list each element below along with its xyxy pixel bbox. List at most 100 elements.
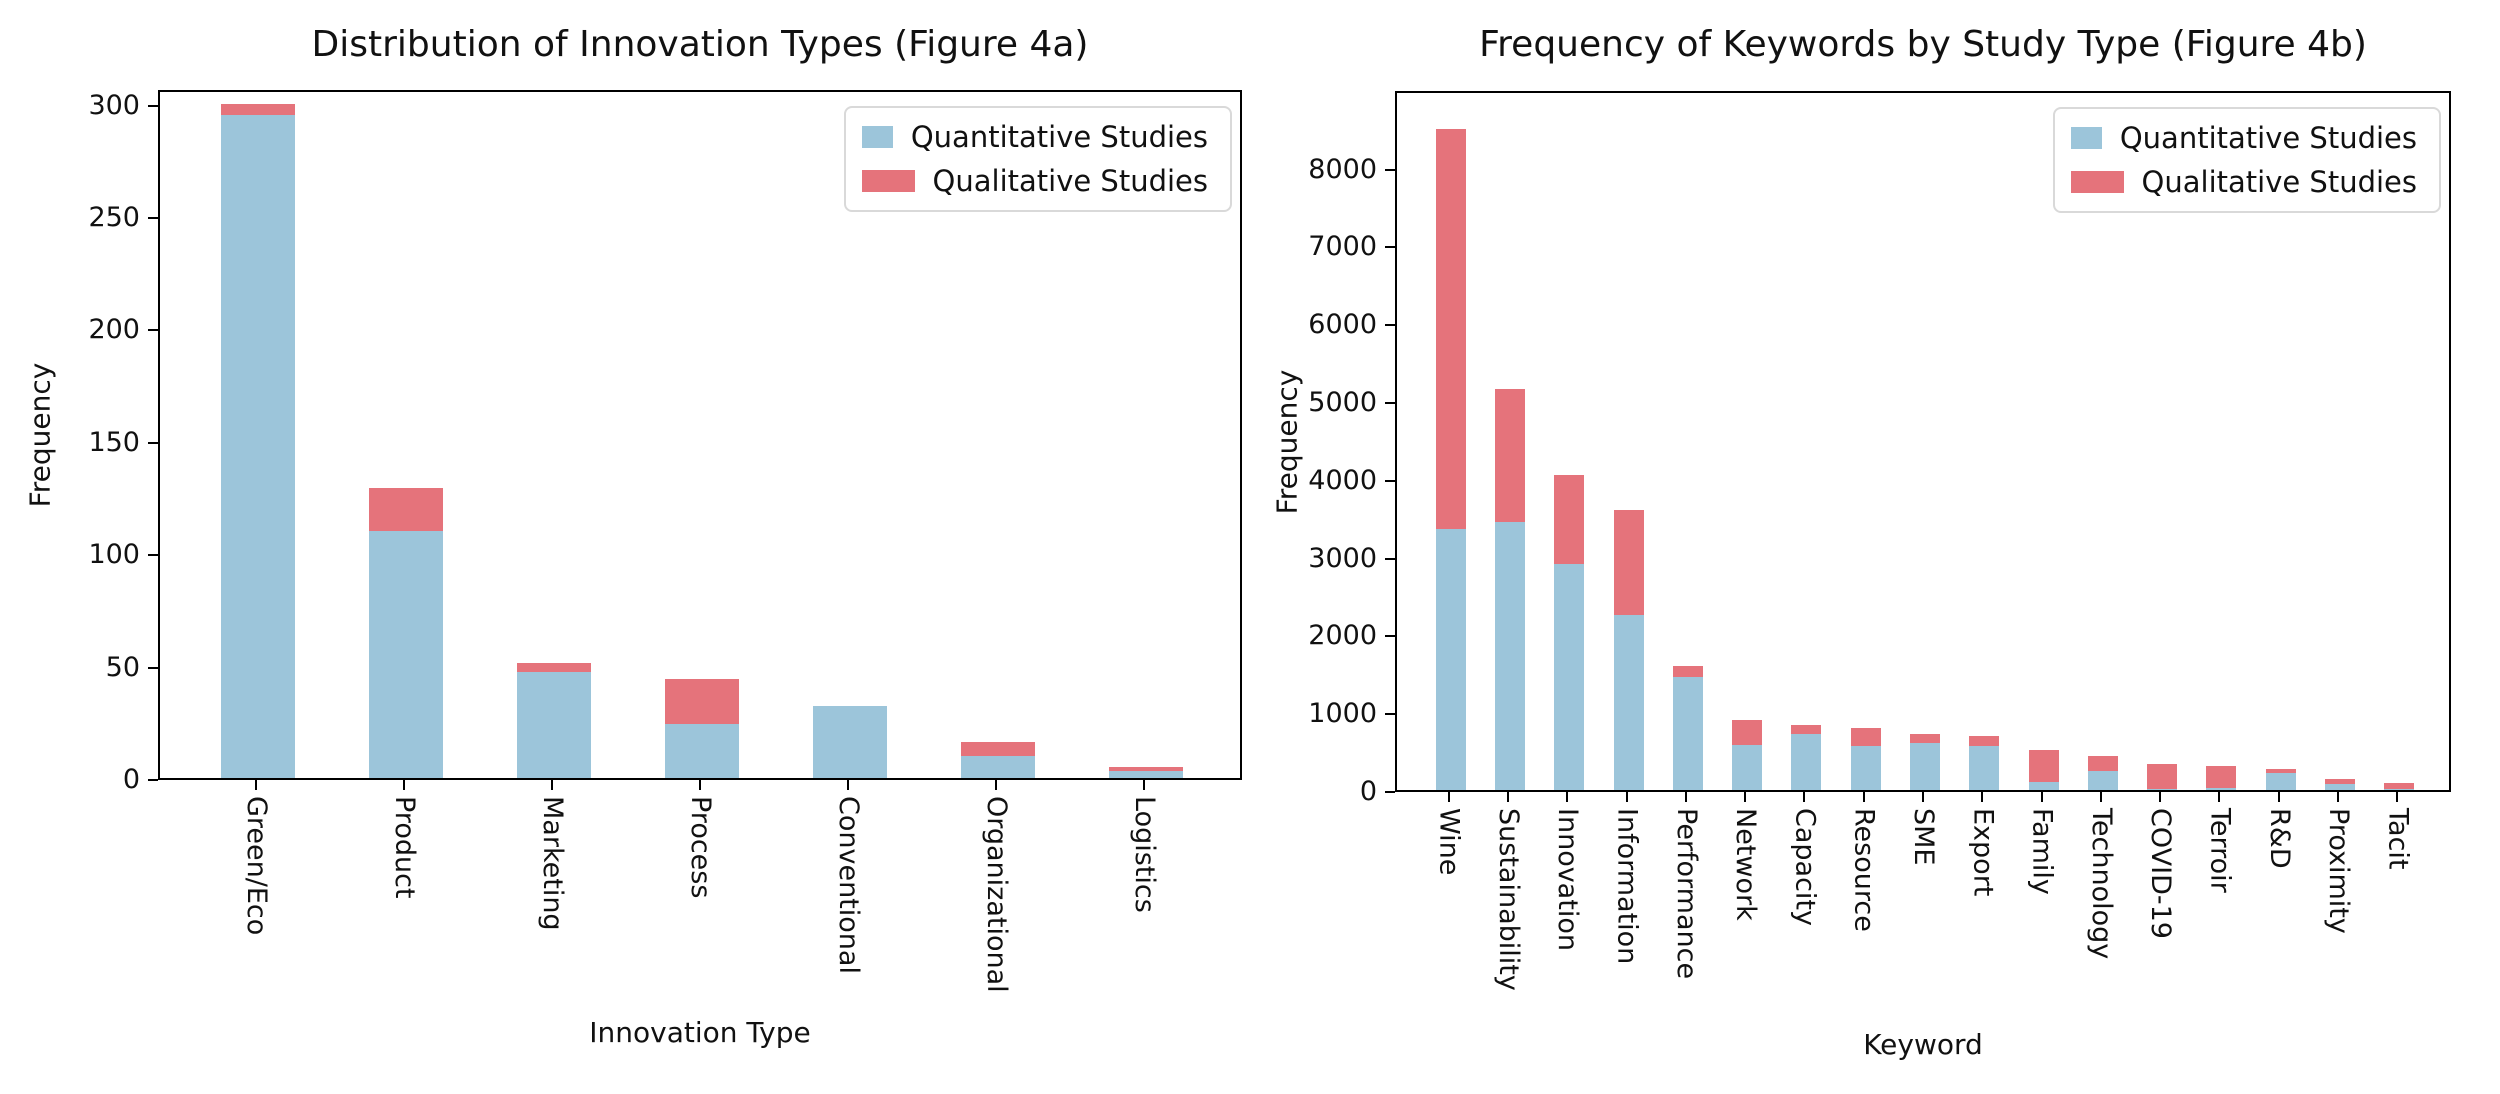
y-tick: [1385, 401, 1395, 404]
bar-segment: [1435, 128, 1466, 530]
x-tick: [1506, 792, 1509, 802]
bar-segment: [517, 663, 591, 673]
y-tick: [1385, 557, 1395, 560]
bar-segment: [1910, 733, 1940, 743]
bar-segment: [517, 672, 591, 778]
bar-segment: [2206, 787, 2237, 790]
x-tick: [403, 780, 405, 790]
bar-segment: [1672, 665, 1703, 678]
x-tick-label: SME: [1908, 808, 1939, 866]
legend: Quantitative Studies Qualitative Studies: [844, 106, 1232, 212]
x-tick: [1922, 792, 1924, 802]
bar-segment: [1554, 564, 1585, 790]
bar-segment: [1732, 719, 1763, 745]
bar-segment: [1494, 521, 1525, 790]
y-tick: [148, 217, 158, 220]
legend-label: Qualitative Studies: [932, 164, 1208, 198]
x-tick-label: Capacity: [1789, 808, 1821, 926]
y-tick: [148, 666, 158, 669]
x-tick-label: Export: [1967, 808, 1999, 897]
y-tick: [148, 329, 158, 332]
bar-segment: [2265, 769, 2296, 773]
bar-segment: [2325, 778, 2356, 785]
y-tick-label: 100: [88, 539, 140, 571]
bar-segment: [1969, 736, 2000, 747]
x-tick-label: Terroir: [2204, 808, 2236, 893]
x-tick: [1862, 792, 1865, 802]
x-tick-label: Performance: [1670, 808, 1702, 980]
legend-item: Qualitative Studies: [2071, 165, 2417, 199]
x-tick-label: Wine: [1433, 808, 1465, 876]
bar-segment: [1672, 677, 1703, 790]
x-tick: [2159, 792, 2162, 802]
y-tick: [148, 554, 158, 557]
bar-segment: [2325, 784, 2356, 790]
bar-segment: [2265, 772, 2296, 790]
x-tick-label: R&D: [2263, 808, 2295, 869]
x-tick-label: Tacit: [2382, 808, 2414, 870]
x-tick-label: Proximity: [2323, 808, 2355, 934]
x-tick-label: Green/Eco: [241, 796, 272, 936]
bar-segment: [665, 724, 739, 778]
legend-color-swatch: [862, 170, 915, 192]
x-tick: [2099, 792, 2102, 802]
bar-segment: [2028, 782, 2059, 790]
bar-segment: [369, 488, 443, 531]
x-tick: [255, 780, 257, 790]
bar-segment: [2147, 789, 2178, 790]
x-tick-label: Resource: [1848, 808, 1880, 932]
x-tick: [2218, 792, 2221, 802]
bar-segment: [1969, 746, 2000, 790]
legend-color-swatch: [2071, 127, 2102, 149]
x-tick-label: Technology: [2085, 808, 2117, 960]
x-tick-label: Organizational: [981, 796, 1012, 993]
x-tick: [1625, 792, 1628, 802]
legend-label: Quantitative Studies: [910, 120, 1208, 154]
x-tick-label: Network: [1730, 808, 1762, 921]
bar-segment: [1850, 745, 1881, 790]
bar-segment: [1791, 724, 1822, 734]
x-tick-label: Product: [389, 796, 420, 899]
legend: Quantitative Studies Qualitative Studies: [2053, 107, 2441, 213]
y-tick-label: 300: [88, 89, 140, 121]
bar-segment: [1791, 733, 1822, 790]
legend-color-swatch: [2071, 171, 2124, 193]
bar-segment: [961, 755, 1035, 778]
y-tick-label: 6000: [1308, 309, 1377, 341]
x-tick: [1744, 792, 1747, 802]
bar-segment: [665, 679, 739, 725]
y-tick-label: 0: [122, 764, 140, 795]
x-tick-label: Marketing: [537, 796, 568, 931]
y-tick-label: 5000: [1308, 386, 1377, 418]
legend-item: Qualitative Studies: [862, 164, 1208, 198]
bar-segment: [221, 103, 295, 115]
y-tick: [148, 779, 158, 781]
x-tick-label: Process: [685, 796, 716, 899]
legend-item: Quantitative Studies: [2071, 121, 2417, 155]
y-tick: [148, 441, 158, 444]
x-tick-label: Conventional: [833, 796, 864, 974]
bar-segment: [2206, 765, 2237, 788]
y-tick: [1385, 713, 1395, 716]
y-tick: [148, 104, 158, 107]
bar-segment: [1850, 727, 1881, 746]
x-tick: [1684, 792, 1687, 802]
x-tick-label: Information: [1611, 808, 1643, 965]
bar-segment: [1435, 529, 1466, 790]
y-tick-label: 7000: [1308, 231, 1377, 263]
y-tick-label: 250: [88, 202, 140, 234]
x-tick: [1566, 792, 1569, 802]
y-tick: [1385, 168, 1395, 171]
x-tick: [699, 780, 701, 790]
x-tick-label: Innovation: [1552, 808, 1584, 951]
x-axis-label: Keyword: [1863, 1028, 1983, 1061]
x-tick-label: Family: [2026, 808, 2058, 895]
x-tick: [551, 780, 553, 790]
x-tick: [1143, 780, 1145, 790]
x-tick-label: Sustainability: [1492, 808, 1524, 991]
legend-color-swatch: [862, 126, 893, 148]
y-tick: [1385, 791, 1395, 793]
bar-segment: [2087, 755, 2118, 771]
bar-segment: [2147, 763, 2178, 790]
